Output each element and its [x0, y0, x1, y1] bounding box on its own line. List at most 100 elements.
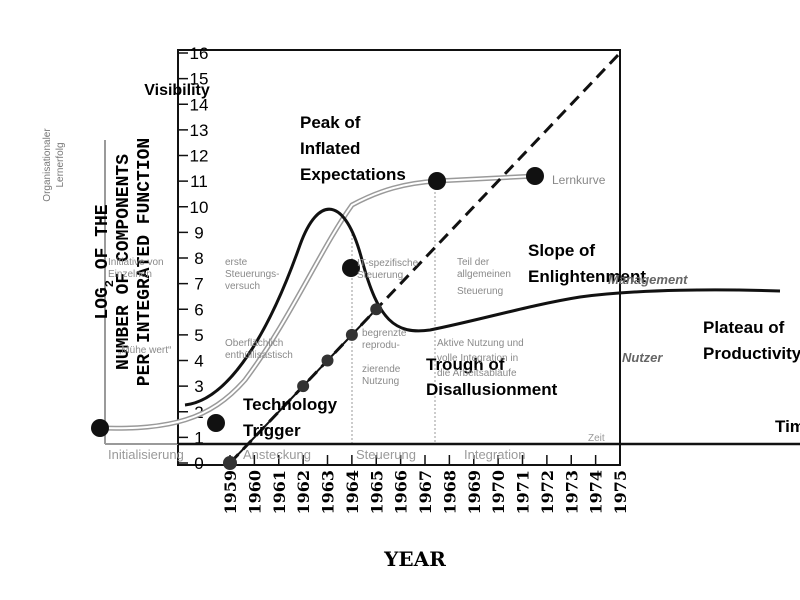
- y-tick-label: 12: [190, 147, 209, 166]
- y-tick-label: 3: [194, 377, 203, 396]
- x-tick-label: 1960: [245, 470, 264, 515]
- y-tick-label: 0: [194, 454, 203, 473]
- itspec-line-1: IT-spezifische: [357, 258, 419, 269]
- trigger-label-1: Technology: [243, 395, 338, 414]
- lernkurve-start-marker: [91, 419, 109, 437]
- hype-curve: [184, 207, 781, 407]
- teil-line-2: allgemeinen: [457, 269, 511, 280]
- integration-marker: [428, 172, 446, 190]
- lernkurve-label: Lernkurve: [552, 173, 606, 187]
- hype-stage-labels: Technology Trigger Peak of Inflated Expe…: [243, 113, 800, 440]
- aktiv-line-2: volle Integration in: [437, 353, 518, 364]
- visibility-label: Visibility: [144, 82, 210, 99]
- nutzer-label: Nutzer: [622, 350, 663, 365]
- begr-line-2: reprodu-: [362, 340, 400, 351]
- x-axis-ticks: 1959 1960 1961 1962 1963 1964 1965 1966 1967 1968…: [221, 455, 630, 515]
- peak-label-3: Expectations: [300, 165, 406, 184]
- x-tick-label: 1963: [319, 470, 338, 515]
- aktiv-line-1: Aktive Nutzung und: [437, 338, 524, 349]
- x-tick-label: 1971: [514, 470, 533, 515]
- phase-initialisierung: Initialisierung: [108, 447, 184, 462]
- x-tick-label: 1967: [416, 470, 435, 515]
- initiative-line-1: Initiative von: [108, 257, 164, 268]
- plateau-label-1: Plateau of: [703, 318, 785, 337]
- y-tick-label: 6: [194, 300, 203, 319]
- ansteckung-marker: [342, 259, 360, 277]
- erste-line-1: erste: [225, 257, 248, 268]
- muehe-label: „Mühe wert“: [118, 345, 171, 356]
- phase-steuerung: Steuerung: [356, 447, 416, 462]
- trigger-label-2: Trigger: [243, 421, 301, 440]
- erste-line-2: Steuerungs-: [225, 269, 279, 280]
- trough-label-1: Trough of: [426, 355, 505, 374]
- teil-line-1: Teil der: [457, 257, 490, 268]
- moore-points: [223, 303, 383, 470]
- german-annotations: Initiative von Einzelnen „Mühe wert“ ers…: [108, 257, 524, 387]
- begr-line-3: zierende: [362, 364, 401, 375]
- y-tick-label: 16: [190, 44, 209, 63]
- ylabel-line-1: LOG2 OF THE: [93, 204, 117, 319]
- x-tick-label: 1964: [343, 470, 362, 515]
- y-tick-label: 13: [190, 121, 209, 140]
- moore-data-point: [223, 456, 237, 470]
- zeit-label: Zeit: [588, 433, 605, 444]
- x-tick-label: 1962: [294, 470, 313, 515]
- trough-label-2: Disallusionment: [426, 380, 558, 399]
- y-tick-label: 1: [194, 428, 203, 447]
- y-tick-label: 4: [194, 352, 203, 371]
- lernkurve-curve: [99, 175, 536, 430]
- x-tick-label: 1975: [611, 470, 630, 515]
- x-tick-label: 1959: [221, 470, 240, 515]
- y-tick-label: 15: [190, 70, 209, 89]
- ylabel-line-2: NUMBER OF COMPONENTS: [114, 154, 134, 370]
- initiative-line-2: Einzelnen: [108, 269, 152, 280]
- y-tick-label: 10: [190, 198, 209, 217]
- x-tick-label: 1961: [270, 470, 289, 515]
- y-tick-label: 5: [194, 326, 203, 345]
- trigger-marker: [207, 414, 225, 432]
- x-tick-label: 1969: [465, 470, 484, 515]
- x-tick-label: 1972: [538, 470, 557, 515]
- phase-ansteckung: Ansteckung: [243, 447, 311, 462]
- lernerfolg-line-2: Lernerfolg: [55, 142, 66, 187]
- plateau-label-2: Productivity: [703, 344, 800, 363]
- begr-line-1: begrenzte: [362, 328, 407, 339]
- y-tick-label: 11: [190, 172, 208, 191]
- x-tick-label: 1973: [562, 470, 581, 515]
- management-label: Management: [608, 272, 688, 287]
- moore-data-point: [321, 354, 334, 367]
- erste-line-3: versuch: [225, 281, 260, 292]
- y-tick-label: 14: [190, 95, 209, 114]
- peak-label-2: Inflated: [300, 139, 360, 158]
- moore-data-point: [297, 380, 310, 393]
- teil-line-3: Steuerung: [457, 286, 503, 297]
- oberfl-line-1: Oberflächlich: [225, 338, 283, 349]
- lernkurve-end-marker: [526, 167, 544, 185]
- moore-y-label: LOG2 OF THE NUMBER OF COMPONENTS PER INT…: [93, 138, 155, 386]
- oberfl-line-2: enthüllisastisch: [225, 350, 293, 361]
- lernerfolg-line-1: Organisationaler: [42, 128, 53, 202]
- x-tick-label: 1966: [392, 470, 411, 515]
- x-tick-label: 1968: [440, 470, 459, 515]
- phase-integration: Integration: [464, 447, 525, 462]
- y-tick-label: 7: [194, 275, 203, 294]
- y-tick-label: 9: [194, 223, 203, 242]
- x-tick-label: 1965: [367, 470, 386, 515]
- slope-label-1: Slope of: [528, 241, 595, 260]
- year-label: YEAR: [383, 547, 446, 571]
- peak-label-1: Peak of: [300, 113, 361, 132]
- x-tick-label: 1974: [587, 470, 606, 515]
- lernerfolg-label: Organisationaler Lernerfolg: [42, 128, 66, 202]
- moore-data-point: [370, 303, 383, 316]
- y-tick-label: 8: [194, 249, 203, 268]
- phase-labels: Initialisierung Ansteckung Steuerung Int…: [108, 447, 525, 462]
- ylabel-line-3: PER INTEGRATED FUNCTION: [135, 138, 155, 386]
- moore-data-point: [345, 328, 358, 341]
- aktiv-line-3: die Arbeitsabläufe: [437, 368, 517, 379]
- begr-line-4: Nutzung: [362, 376, 399, 387]
- slope-label-2: Enlightenment: [528, 267, 646, 286]
- time-label: Time: [775, 417, 800, 436]
- itspec-line-2: Steuerung: [357, 270, 403, 281]
